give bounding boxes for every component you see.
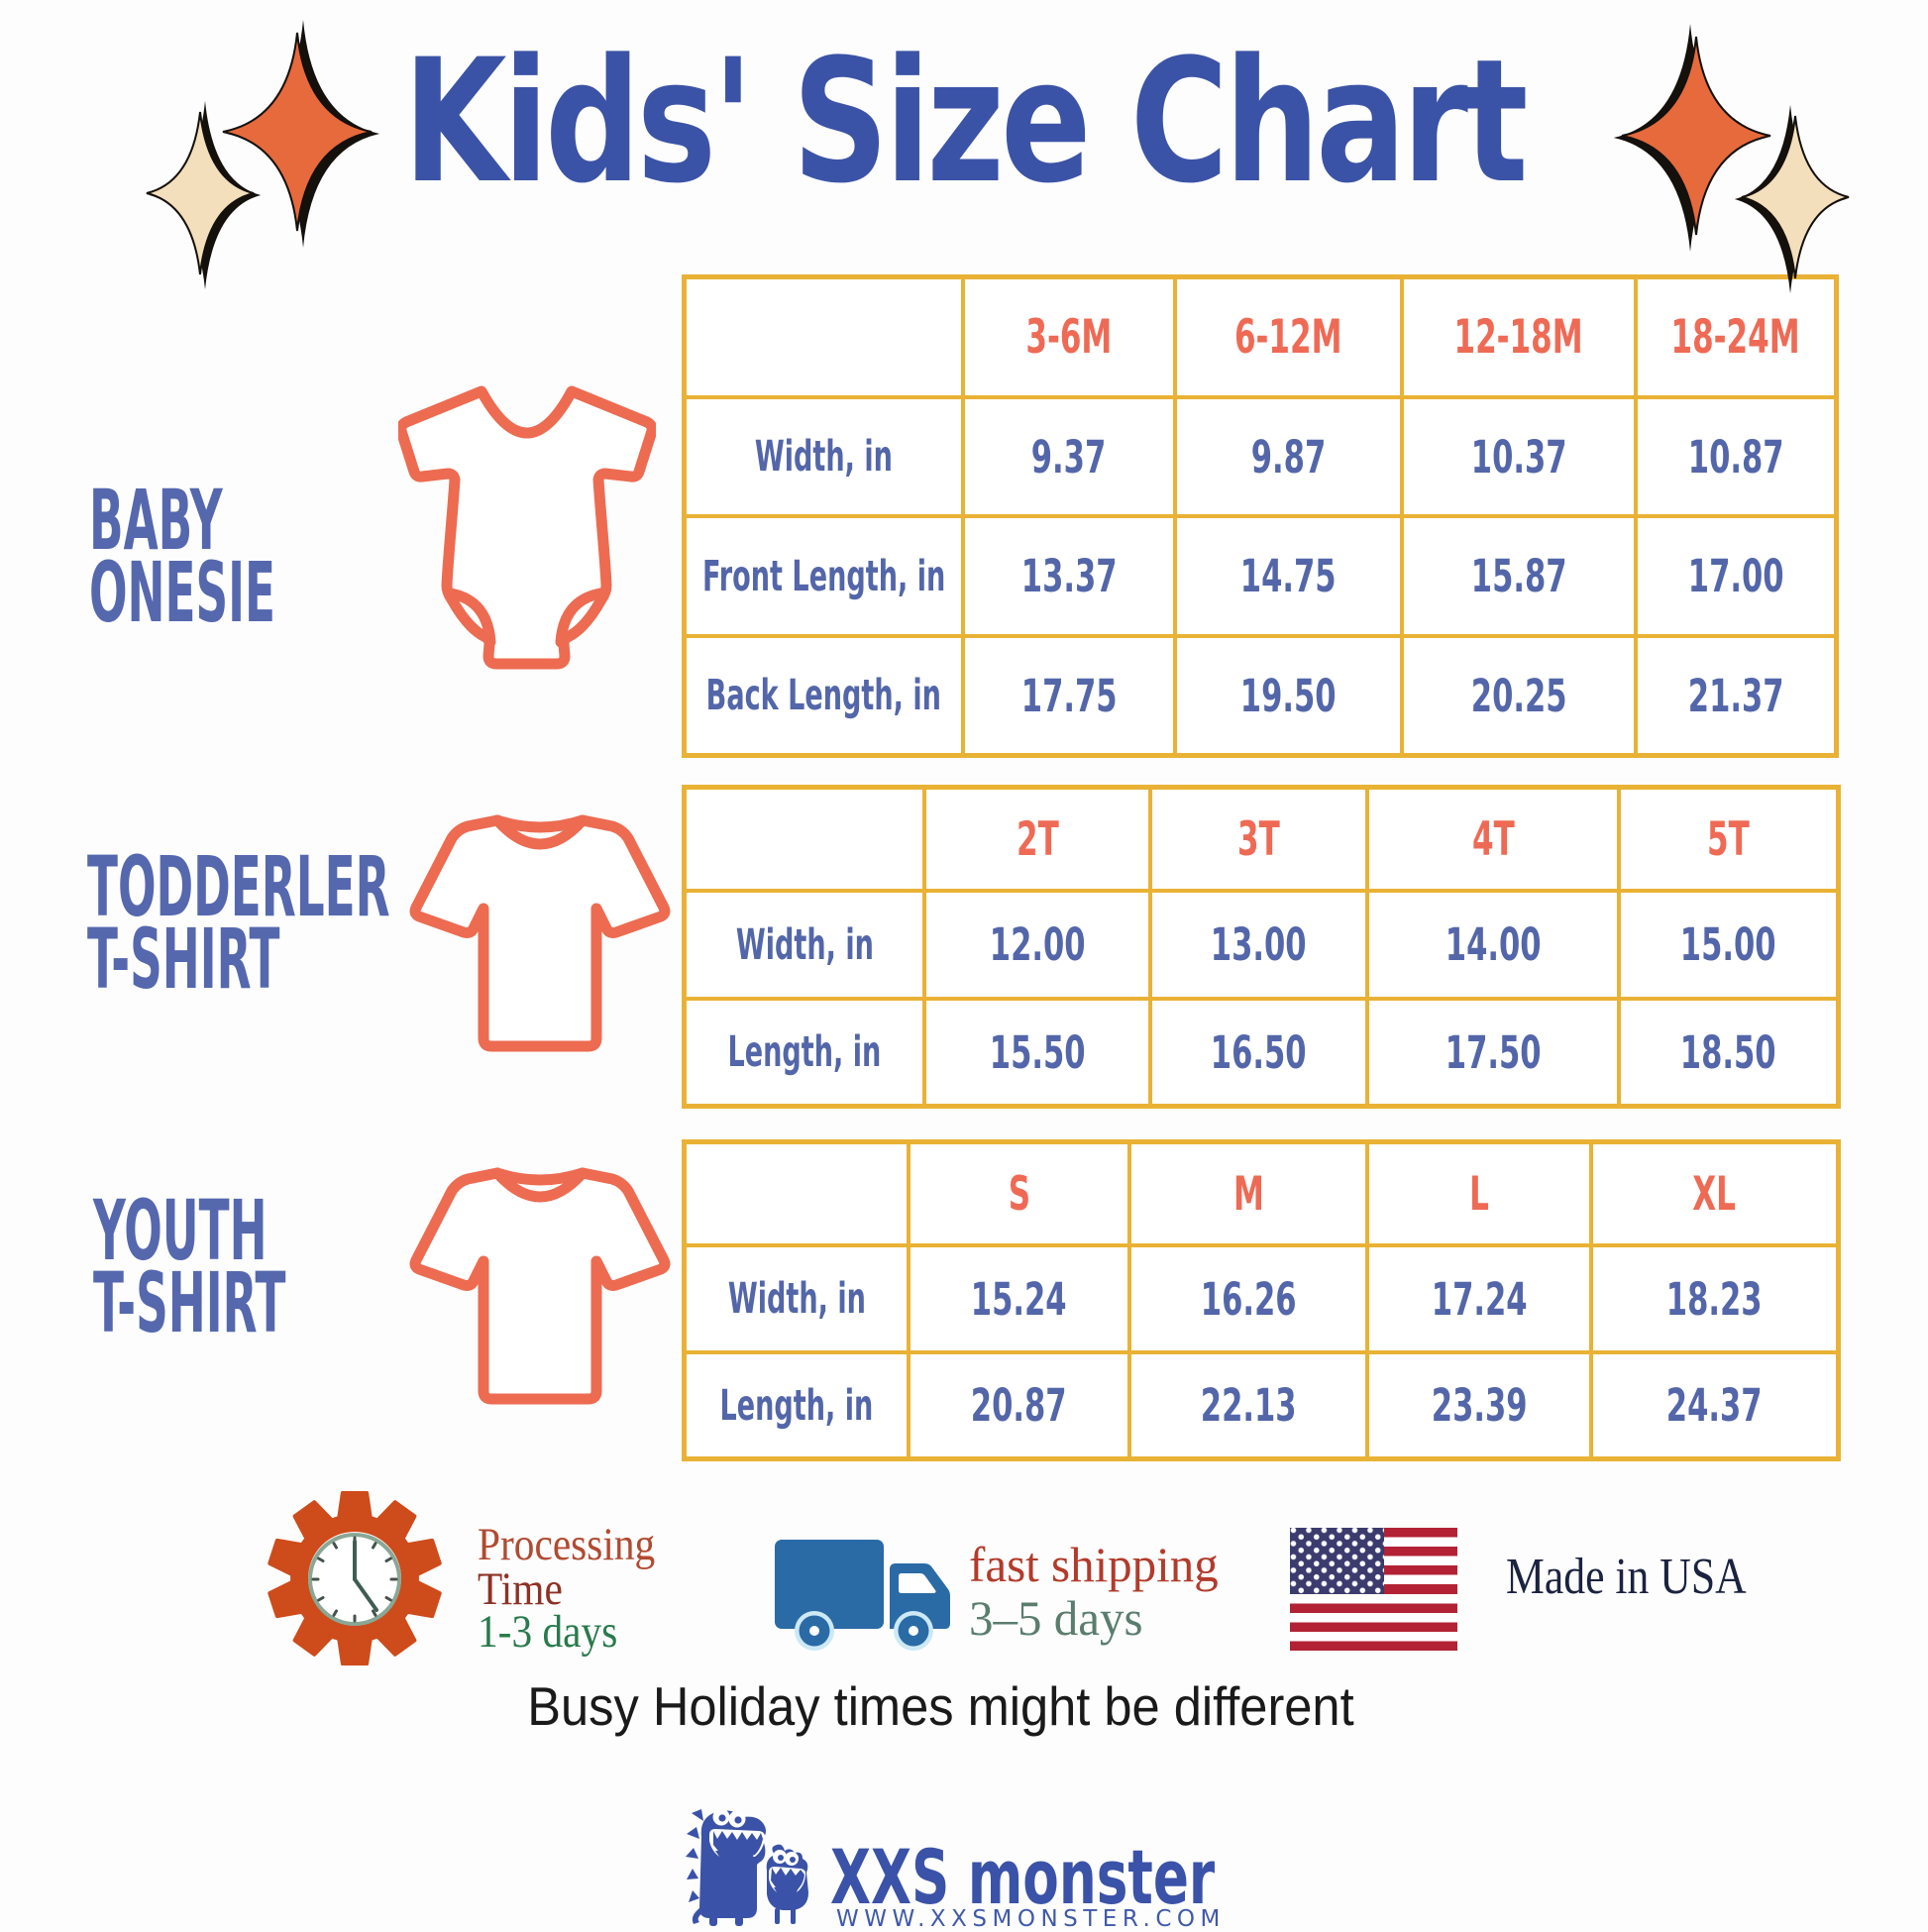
page-title: Kids' Size Chart	[403, 22, 1529, 221]
table-corner-cell	[687, 790, 922, 889]
column-header-4T: 4T	[1369, 790, 1617, 889]
size-value: 22.13	[1131, 1354, 1365, 1456]
size-value: 14.75	[1177, 518, 1400, 634]
size-value: 14.00	[1369, 893, 1617, 997]
size-value: 24.37	[1593, 1354, 1836, 1456]
size-value: 16.50	[1152, 1001, 1365, 1104]
size-value: 13.00	[1152, 893, 1365, 997]
shipping-truck-icon	[775, 1540, 950, 1651]
column-header-2T: 2T	[926, 790, 1148, 889]
brand-website: WWW.XXSMONSTER.COM	[836, 1906, 1226, 1932]
sparkle-stars-right-icon	[1613, 24, 1850, 294]
size-value: 21.37	[1638, 638, 1834, 753]
processing-time-gear-clock-icon	[268, 1491, 442, 1665]
table-corner-cell	[687, 1144, 907, 1243]
size-value: 10.37	[1404, 399, 1634, 514]
clock-icon	[308, 1533, 401, 1626]
youth-tshirt-size-table: S M L XL Width, in 15.24 16.26 17.24 18.23 Length…	[682, 1139, 1841, 1461]
column-header-12-18M: 12-18M	[1404, 279, 1634, 395]
size-value: 17.00	[1638, 518, 1834, 634]
fast-shipping-text: fast shipping 3–5 days	[969, 1537, 1219, 1646]
size-value: 20.25	[1404, 638, 1634, 753]
row-label: Front Length, in	[687, 518, 961, 634]
row-label: Back Length, in	[687, 638, 961, 753]
baby-onesie-icon	[398, 385, 656, 670]
size-value: 18.23	[1593, 1247, 1836, 1350]
sparkle-stars-left-icon	[146, 20, 380, 290]
holiday-note: Busy Holiday times might be different	[526, 1675, 1354, 1737]
size-value: 17.75	[965, 638, 1173, 753]
column-header-6-12M: 6-12M	[1177, 279, 1400, 395]
size-value: 15.00	[1621, 893, 1836, 997]
column-header-XL: XL	[1593, 1144, 1836, 1243]
column-header-S: S	[910, 1144, 1127, 1243]
truck-wheel-rear	[795, 1611, 834, 1651]
baby-onesie-size-table: 3-6M 6-12M 12-18M 18-24M Width, in 9.37 9.87 10…	[682, 274, 1839, 758]
processing-time-text: Processing Time 1-3 days	[478, 1519, 656, 1658]
size-value: 17.50	[1369, 1001, 1617, 1104]
truck-wheel-front	[894, 1611, 933, 1651]
row-label: Length, in	[687, 1001, 922, 1104]
size-value: 9.87	[1177, 399, 1400, 514]
column-header-18-24M: 18-24M	[1638, 279, 1834, 395]
section-label-baby-onesie: BABY ONESIE	[89, 472, 276, 641]
brand-name: XXS monster	[830, 1833, 1216, 1921]
section-label-toddler-tshirt: TODDERLER T-SHIRT	[87, 838, 390, 1008]
size-value: 17.24	[1369, 1247, 1589, 1350]
made-in-usa-text: Made in USA	[1506, 1549, 1747, 1605]
size-value: 12.00	[926, 893, 1148, 997]
youth-tshirt-icon	[409, 1167, 671, 1405]
size-value: 19.50	[1177, 638, 1400, 753]
size-value: 15.50	[926, 1001, 1148, 1104]
column-header-L: L	[1369, 1144, 1589, 1243]
size-value: 23.39	[1369, 1354, 1589, 1456]
size-value: 9.37	[965, 399, 1173, 514]
size-value: 13.37	[965, 518, 1173, 634]
column-header-3T: 3T	[1152, 790, 1365, 889]
size-value: 15.24	[910, 1247, 1127, 1350]
section-label-youth-tshirt: YOUTH T-SHIRT	[93, 1182, 286, 1351]
toddler-tshirt-icon	[409, 814, 671, 1052]
size-value: 16.26	[1131, 1247, 1365, 1350]
table-corner-cell	[687, 279, 961, 395]
xxs-monster-logo-icon	[686, 1808, 808, 1926]
size-value: 20.87	[910, 1354, 1127, 1456]
row-label: Width, in	[687, 1247, 907, 1350]
row-label: Length, in	[687, 1354, 907, 1456]
column-header-5T: 5T	[1621, 790, 1836, 889]
size-value: 10.87	[1638, 399, 1834, 514]
row-label: Width, in	[687, 399, 961, 514]
usa-flag-icon	[1290, 1528, 1457, 1651]
column-header-M: M	[1131, 1144, 1365, 1243]
size-value: 15.87	[1404, 518, 1634, 634]
toddler-tshirt-size-table: 2T 3T 4T 5T Width, in 12.00 13.00 14.00 15.00 Len…	[682, 785, 1841, 1109]
row-label: Width, in	[687, 893, 922, 997]
column-header-3-6M: 3-6M	[965, 279, 1173, 395]
size-value: 18.50	[1621, 1001, 1836, 1104]
